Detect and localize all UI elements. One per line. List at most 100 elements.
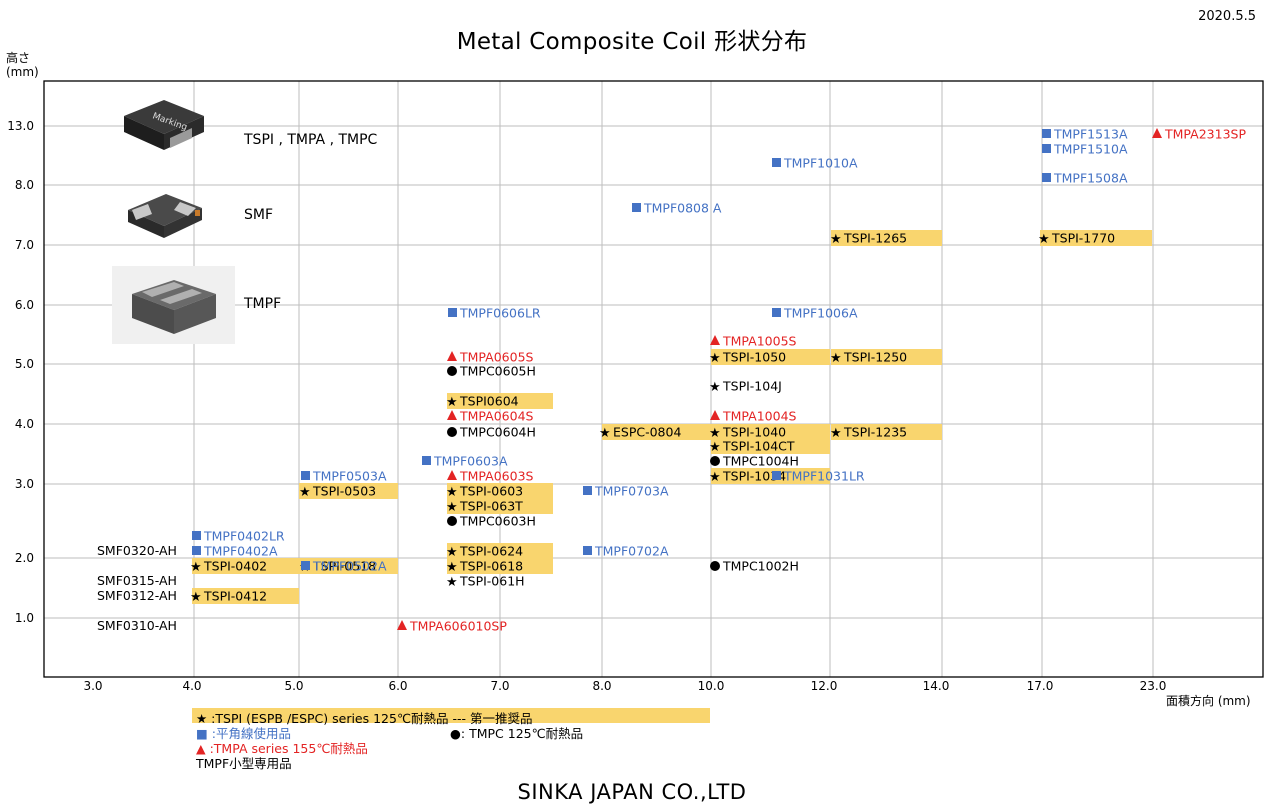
star-marker: ★ [446, 545, 458, 560]
star-marker: ★ [190, 560, 202, 575]
x-tick-label: 4.0 [182, 679, 201, 693]
chip-smf-icon [122, 184, 206, 248]
star-marker: ★ [599, 426, 611, 441]
highlight-band [299, 558, 398, 574]
point-label: TMPF0808 A [643, 201, 722, 216]
point-label: TMPA0603S [459, 469, 534, 484]
point-label: TSPI-0503 [312, 484, 376, 499]
point-label: TMPC1002H [722, 559, 799, 574]
triangle-marker [447, 470, 457, 480]
point-label: TMPC1004H [722, 454, 799, 469]
point-label: TSPI-0402 [203, 559, 267, 574]
y-tick-label: 13.0 [7, 119, 34, 133]
highlight-band [447, 393, 553, 409]
point-label: TMPA1005S [722, 334, 797, 349]
star-marker: ★ [446, 575, 458, 590]
point-label: TMPF0702A [594, 544, 669, 559]
y-axis-unit-text: (mm) [6, 65, 39, 79]
circle-marker [710, 561, 720, 571]
legend-star: ★ :TSPI (ESPB /ESPC) series 125℃耐熱品 --- … [196, 711, 533, 726]
y-tick-label: 8.0 [15, 178, 34, 192]
star-marker: ★ [830, 426, 842, 441]
x-axis-label: 面積方向 (mm) [1166, 694, 1251, 708]
y-tick-label: 6.0 [15, 298, 34, 312]
chip-tmpf-icon [112, 266, 235, 344]
point-label: TSPI-104J [722, 379, 782, 394]
star-marker: ★ [446, 500, 458, 515]
highlight-band [192, 588, 299, 604]
square-marker [192, 531, 201, 540]
x-tick-label: 7.0 [490, 679, 509, 693]
point-label: TSPI-1040 [722, 425, 786, 440]
highlight-band [602, 424, 711, 440]
y-tick-label: 5.0 [15, 357, 34, 371]
square-marker [301, 471, 310, 480]
legend-star-highlight [192, 708, 710, 723]
triangle-marker [447, 351, 457, 361]
point-label: TMPF0502A [312, 559, 387, 574]
x-tick-label: 3.0 [83, 679, 102, 693]
legend-tmpf-note: TMPF小型専用品 [196, 756, 292, 771]
triangle-marker [397, 620, 407, 630]
smf-label: SMF0310-AH [97, 618, 177, 633]
x-tick-label: 14.0 [923, 679, 950, 693]
point-label: TSPI-104CT [722, 439, 795, 454]
x-tick-label: 17.0 [1027, 679, 1054, 693]
chip-marking-icon: Marking [112, 88, 208, 160]
point-label: TMPF0603A [433, 454, 508, 469]
point-label: TMPF0503A [312, 469, 387, 484]
y-tick-label: 4.0 [15, 417, 34, 431]
square-marker [583, 486, 592, 495]
triangle-marker [447, 410, 457, 420]
point-label: TMPA0604S [459, 409, 534, 424]
square-marker [1042, 173, 1051, 182]
smf-label: SMF0312-AH [97, 588, 177, 603]
point-label: TSPI-1770 [1051, 231, 1115, 246]
type-label-tmpf: TMPF [244, 296, 282, 312]
circle-marker [447, 427, 457, 437]
highlight-band [831, 349, 942, 365]
point-label: TSPI-0618 [459, 559, 523, 574]
triangle-marker [710, 410, 720, 420]
point-label: TMPF0402A [203, 544, 278, 559]
point-label: TSPI-1235 [843, 425, 907, 440]
x-tick-label: 23.0 [1140, 679, 1167, 693]
point-label: TSPI-1265 [843, 231, 907, 246]
point-label: TSPI-1050 [722, 350, 786, 365]
point-label: TMPC0603H [459, 514, 536, 529]
point-label: TMPF1508A [1053, 171, 1128, 186]
star-marker: ★ [709, 380, 721, 395]
square-marker [772, 308, 781, 317]
star-marker: ★ [709, 440, 721, 455]
highlight-band [447, 483, 553, 499]
highlight-band [711, 468, 830, 484]
x-tick-label: 8.0 [592, 679, 611, 693]
highlight-band [447, 558, 553, 574]
point-label: TSPI-1250 [843, 350, 907, 365]
highlight-band [447, 498, 553, 514]
highlight-band [711, 438, 830, 454]
legend-square: ■ :平角線使用品 [196, 726, 291, 741]
circle-marker [447, 366, 457, 376]
square-marker [583, 546, 592, 555]
type-label-tspi: TSPI , TMPA , TMPC [244, 132, 378, 148]
highlight-band [1040, 230, 1152, 246]
point-label: TMPF1513A [1053, 127, 1128, 142]
smf-label: SMF0315-AH [97, 573, 177, 588]
circle-marker [710, 456, 720, 466]
legend-circle: ●: TMPC 125℃耐熱品 [450, 726, 584, 741]
square-marker [1042, 129, 1051, 138]
square-marker [772, 158, 781, 167]
point-label: TSPI-063T [459, 499, 523, 514]
triangle-marker [1152, 128, 1162, 138]
triangle-marker [710, 335, 720, 345]
plot-frame [43, 80, 1264, 678]
point-label: TMPF0402LR [203, 529, 285, 544]
square-marker [772, 471, 781, 480]
point-label: ESPC-0804 [613, 425, 681, 440]
star-marker: ★ [830, 351, 842, 366]
legend-triangle: ▲ :TMPA series 155℃耐熱品 [196, 741, 368, 756]
point-label: TMPF0703A [594, 484, 669, 499]
highlight-band [447, 543, 553, 559]
